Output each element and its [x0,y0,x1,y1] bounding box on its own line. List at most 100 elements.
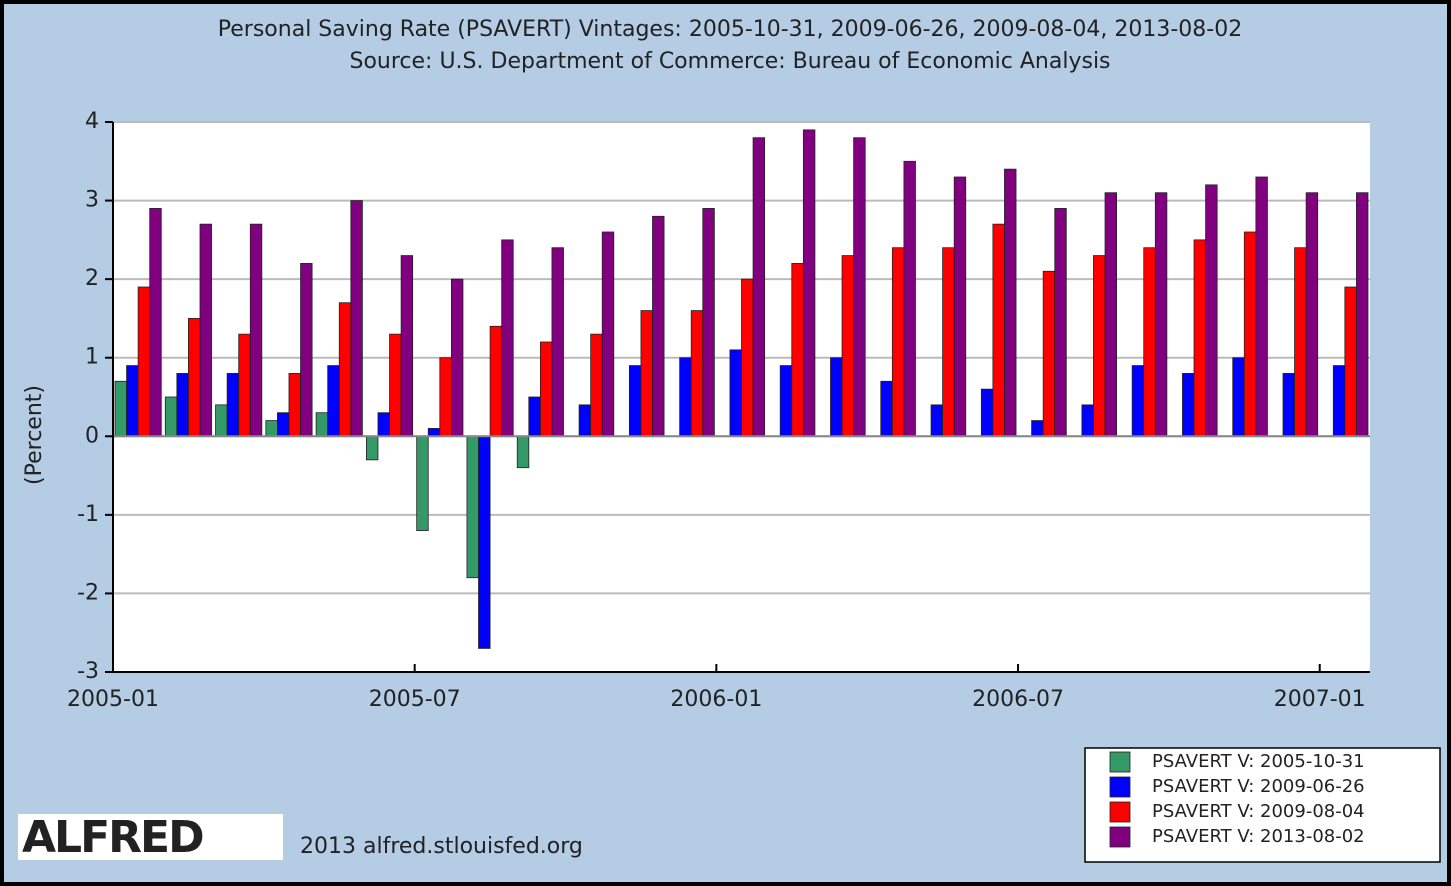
y-tick-label: -3 [77,659,99,684]
bar [516,435,530,469]
bar [164,396,178,437]
bar [199,223,212,437]
bar [365,435,379,461]
legend-swatch [1109,826,1131,848]
bar [137,286,151,437]
bar [1054,208,1067,437]
bar [1042,270,1056,437]
bar [1193,239,1206,437]
bar [578,404,592,437]
bar [1243,231,1257,437]
legend-swatch [1109,751,1131,773]
x-tick-label: 2007-01 [1274,687,1366,712]
legend-label: PSAVERT V: 2005-10-31 [1152,751,1365,772]
bar [1104,192,1118,437]
legend-label: PSAVERT V: 2013-08-02 [1152,826,1365,847]
legend-box [1084,747,1441,863]
bar [226,373,240,437]
legend-swatch [1109,801,1131,823]
bar [1305,192,1319,437]
bar [114,380,127,437]
bar [992,223,1005,437]
bar [327,365,340,437]
x-tick-label: 2005-07 [369,687,461,712]
bar [188,318,201,437]
bar [489,325,503,437]
bar [640,310,653,437]
bar [679,357,692,437]
bar [377,412,390,437]
bar [466,435,479,579]
bar [528,396,541,437]
bar [1294,247,1307,437]
bar [690,310,704,437]
bar [277,412,290,437]
bar [841,255,855,437]
bar [1081,404,1094,437]
bar [830,357,843,437]
bar [1232,357,1245,437]
legend-swatch [1109,776,1131,798]
x-tick-label: 2005-01 [67,687,159,712]
bar [1182,373,1195,437]
bar [752,137,766,437]
bar [300,263,313,437]
chart-subtitle: Source: U.S. Department of Commerce: Bur… [349,49,1110,74]
bar [942,247,955,437]
bar [416,435,429,531]
bar [1143,247,1156,437]
bar [779,365,793,437]
bar [953,176,967,437]
bar [126,365,139,437]
bar [215,404,228,437]
bar [400,255,414,437]
bar [1031,420,1044,437]
bar [238,333,251,437]
bar [551,247,564,437]
logo-box [18,814,283,860]
y-axis-label: (Percent) [22,385,47,485]
bar [350,200,363,437]
logo: ALFRED [22,812,203,863]
bar [1131,365,1145,437]
footer: 2013 alfred.stlouisfed.org [300,834,583,859]
bar [891,247,905,437]
bar [1282,373,1295,437]
y-tick-label: -2 [77,580,99,605]
bar [1004,168,1017,437]
bar [338,302,352,437]
bar [149,208,162,437]
y-tick-label: 4 [85,109,99,134]
y-tick-label: 3 [85,188,99,213]
bar [1093,255,1106,437]
bar [176,373,189,437]
bar [1356,192,1369,437]
x-tick-label: 2006-01 [670,687,762,712]
bar [930,404,944,437]
bar [729,349,742,437]
legend-label: PSAVERT V: 2009-06-26 [1152,776,1365,797]
y-tick-label: 1 [85,345,99,370]
y-tick-label: -1 [77,502,99,527]
bar [702,208,715,437]
bar [980,388,994,437]
bar [1255,176,1268,437]
bar [590,333,603,437]
bar [853,137,866,437]
bar [880,380,893,437]
bar [741,278,754,437]
bar [288,373,301,437]
bar [903,160,916,437]
bar [315,412,329,437]
bar [427,428,441,437]
bar [1205,184,1218,437]
bar [652,215,665,437]
bar [501,239,514,437]
y-tick-label: 2 [85,266,99,291]
bar [1154,192,1168,437]
bar [802,129,816,437]
bar [539,341,553,437]
bar [791,263,804,437]
bar [478,435,491,649]
bar [1332,365,1346,437]
